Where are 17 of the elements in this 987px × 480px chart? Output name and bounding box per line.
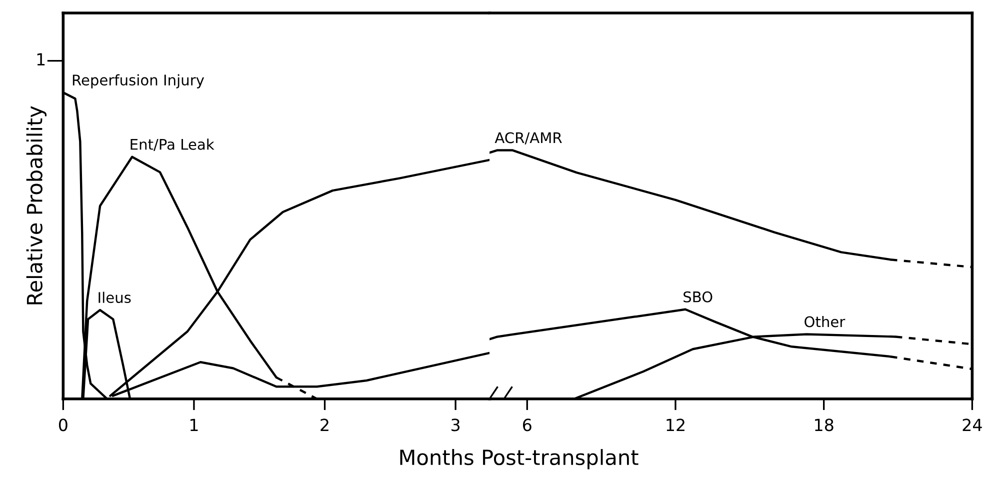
series-label: ACR/AMR (494, 132, 562, 144)
x-tick-label: 6 (522, 418, 532, 432)
x-tick-label: 1 (190, 418, 198, 431)
text: 1 (37, 53, 45, 66)
series-label: Ileus (98, 292, 131, 304)
series-label: Reperfusion Injury (72, 74, 204, 88)
x-tick-label: 0 (58, 418, 68, 432)
series-label: SBO (684, 291, 712, 302)
x-tick-label: 12 (666, 418, 684, 431)
x-tick-label: 24 (962, 418, 982, 431)
series-label: Ent/Pa Leak (130, 138, 214, 152)
x-tick-label: 3 (452, 418, 460, 432)
x-axis-title: Months Post-transplant (400, 449, 638, 470)
series-label: Other (804, 316, 846, 328)
x-tick-label: 18 (815, 418, 834, 432)
x-tick-label: 2 (320, 418, 328, 431)
y-axis-title: Relative Probability (26, 106, 46, 304)
